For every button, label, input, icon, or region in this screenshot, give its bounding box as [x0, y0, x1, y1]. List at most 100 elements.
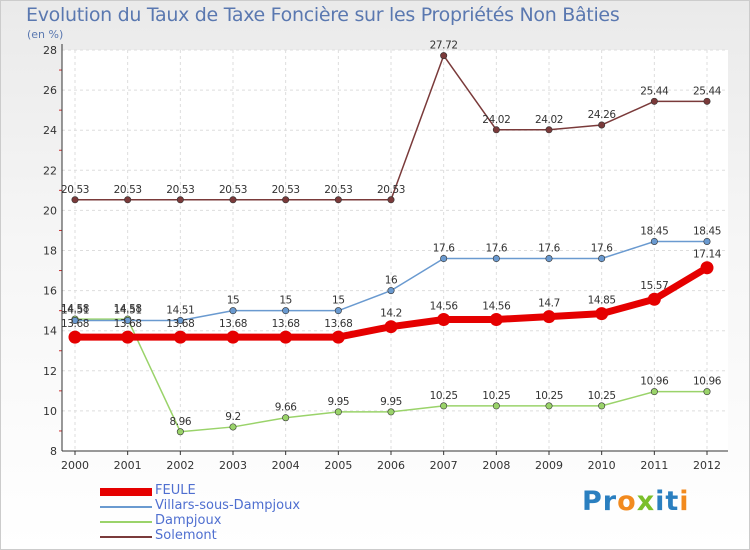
legend-item: FEULE — [100, 483, 360, 499]
x-tick-label: 2011 — [640, 459, 668, 472]
data-label-solemont: 20.53 — [377, 184, 405, 196]
data-point-dampjoux — [176, 428, 184, 436]
data-label-feule: 14.56 — [430, 300, 459, 312]
data-point-villars-sous-dampjoux — [71, 316, 79, 324]
logo-letter: o — [617, 486, 637, 517]
data-label-villars-sous-dampjoux: 15 — [279, 295, 292, 307]
logo-letter: t — [665, 486, 680, 517]
data-point-solemont — [440, 52, 448, 60]
data-label-solemont: 20.53 — [166, 184, 194, 196]
data-point-dampjoux — [229, 423, 237, 431]
legend-swatch — [100, 488, 152, 496]
data-point-dampjoux — [703, 388, 711, 396]
data-label-villars-sous-dampjoux: 14.51 — [114, 304, 142, 316]
data-label-feule: 13.68 — [219, 318, 247, 330]
data-label-dampjoux: 14.58 — [61, 303, 89, 315]
data-point-feule — [279, 330, 293, 344]
data-point-villars-sous-dampjoux — [176, 316, 184, 324]
data-label-villars-sous-dampjoux: 14.51 — [166, 304, 194, 316]
data-label-villars-sous-dampjoux: 17.6 — [591, 243, 613, 255]
data-point-villars-sous-dampjoux — [492, 255, 500, 263]
y-tick-label: 8 — [50, 445, 57, 458]
data-label-dampjoux: 10.96 — [693, 376, 722, 388]
data-point-feule — [437, 312, 451, 326]
x-tick-label: 2002 — [166, 459, 194, 472]
x-tick-label: 2005 — [324, 459, 352, 472]
legend-swatch — [100, 506, 152, 508]
y-tick-label: 24 — [43, 124, 57, 137]
data-label-villars-sous-dampjoux: 18.45 — [640, 225, 668, 237]
data-label-dampjoux: 9.66 — [275, 402, 297, 414]
data-label-feule: 13.68 — [272, 318, 300, 330]
data-point-solemont — [650, 97, 658, 105]
data-label-dampjoux: 10.25 — [482, 390, 510, 402]
data-label-dampjoux: 10.25 — [430, 390, 458, 402]
data-point-solemont — [545, 126, 553, 134]
data-label-solemont: 20.53 — [324, 184, 352, 196]
data-point-villars-sous-dampjoux — [229, 307, 237, 315]
data-point-villars-sous-dampjoux — [598, 255, 606, 263]
legend-item: Dampjoux — [100, 513, 360, 529]
data-point-villars-sous-dampjoux — [387, 287, 395, 295]
y-tick-label: 22 — [43, 164, 57, 177]
x-tick-label: 2001 — [114, 459, 142, 472]
legend-label: Solemont — [155, 528, 217, 543]
y-tick-label: 20 — [43, 204, 57, 217]
x-tick-label: 2006 — [377, 459, 405, 472]
data-label-feule: 14.7 — [538, 298, 560, 310]
logo-letter: i — [655, 486, 666, 517]
data-label-solemont: 20.53 — [114, 184, 142, 196]
x-tick-label: 2012 — [693, 459, 721, 472]
x-tick-label: 2008 — [482, 459, 510, 472]
data-point-villars-sous-dampjoux — [703, 237, 711, 245]
data-label-solemont: 24.26 — [588, 109, 617, 121]
data-label-feule: 13.68 — [324, 318, 352, 330]
data-point-solemont — [229, 196, 237, 204]
data-label-feule: 14.56 — [482, 300, 511, 312]
data-point-dampjoux — [440, 402, 448, 410]
data-label-dampjoux: 9.2 — [225, 411, 241, 423]
data-label-feule: 17.14 — [693, 249, 722, 261]
data-point-feule — [489, 312, 503, 326]
x-tick-label: 2009 — [535, 459, 563, 472]
y-unit-label: (en %) — [27, 28, 64, 41]
data-label-villars-sous-dampjoux: 15 — [227, 295, 240, 307]
data-point-villars-sous-dampjoux — [282, 307, 290, 315]
data-label-solemont: 25.44 — [693, 85, 722, 97]
data-point-dampjoux — [545, 402, 553, 410]
data-label-villars-sous-dampjoux: 16 — [385, 275, 398, 287]
data-point-feule — [226, 330, 240, 344]
y-tick-label: 18 — [43, 245, 57, 258]
data-label-villars-sous-dampjoux: 17.6 — [433, 243, 455, 255]
logo-letter: x — [636, 486, 656, 517]
data-label-feule: 14.2 — [380, 308, 402, 320]
x-tick-label: 2007 — [430, 459, 458, 472]
x-tick-label: 2004 — [272, 459, 300, 472]
chart-legend: FEULE Villars-sous-Dampjoux Dampjoux Solemo… — [100, 483, 360, 544]
data-label-villars-sous-dampjoux: 18.45 — [693, 225, 721, 237]
x-tick-label: 2000 — [61, 459, 89, 472]
x-tick-label: 2003 — [219, 459, 247, 472]
y-tick-label: 12 — [43, 365, 57, 378]
logo-letter: P — [582, 486, 603, 517]
data-point-dampjoux — [492, 402, 500, 410]
data-point-solemont — [387, 196, 395, 204]
data-label-dampjoux: 10.25 — [588, 390, 616, 402]
legend-swatch — [100, 536, 152, 538]
data-label-villars-sous-dampjoux: 15 — [332, 295, 345, 307]
data-label-dampjoux: 10.25 — [535, 390, 563, 402]
data-label-feule: 13.68 — [166, 318, 194, 330]
data-point-solemont — [176, 196, 184, 204]
data-point-feule — [173, 330, 187, 344]
data-label-feule: 14.85 — [588, 295, 616, 307]
data-point-feule — [121, 330, 135, 344]
data-point-feule — [68, 330, 82, 344]
logo-letter: r — [602, 486, 618, 517]
data-label-solemont: 20.53 — [219, 184, 247, 196]
logo-letter: i — [679, 486, 690, 517]
data-label-villars-sous-dampjoux: 17.6 — [538, 243, 560, 255]
chart-title: Evolution du Taux de Taxe Foncière sur l… — [26, 4, 620, 26]
y-tick-label: 28 — [43, 44, 57, 57]
data-point-dampjoux — [334, 408, 342, 416]
data-label-solemont: 24.02 — [482, 114, 510, 126]
